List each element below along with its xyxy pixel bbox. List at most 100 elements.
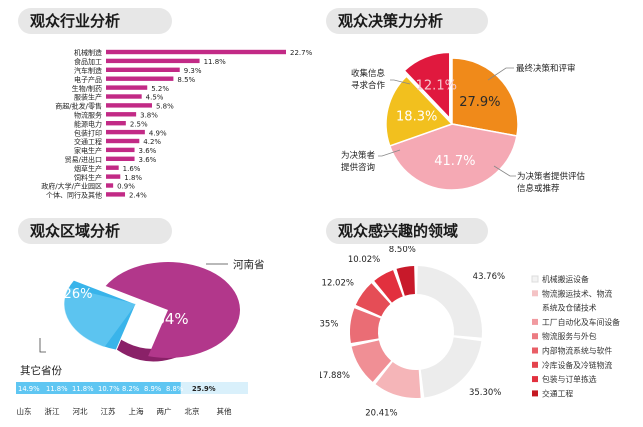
bar-category-label: 食品加工 [74,57,102,66]
bar-value-label: 22.7% [290,49,313,57]
callout-label: 提供咨询 [341,162,375,173]
interest-title: 观众感兴趣的领域 [326,218,488,244]
pie-slice [385,75,454,147]
bar-category-label: 商超/批发/零售 [55,102,102,111]
pie-slice-side [106,306,232,362]
donut-segment [351,340,392,382]
bar-value-label: 5.8% [156,103,174,111]
legend-swatch [532,376,538,383]
bar-category-label: 贸易/进出口 [65,155,102,164]
bar-category-label: 饲料生产 [74,173,102,182]
pie-value-label: 27.9% [459,95,500,110]
breakdown-category: 浙江 [45,406,60,416]
breakdown-value: 14.9% [18,385,40,393]
breakdown-value: 10.7% [98,385,120,393]
bar-value-label: 3.8% [140,112,158,120]
bar [106,67,180,72]
bar [106,49,286,55]
bar-value-label: 8.5% [177,76,195,84]
bar-category-label: 交通工程 [74,137,102,146]
donut-value-label: 10.02% [348,255,380,265]
donut-segment [374,270,403,303]
breakdown-value: 25.9% [192,385,216,393]
bar [106,94,142,99]
legend-label: 物流服务与外包 [542,331,597,341]
bar-category-label: 物流服务 [74,111,102,120]
bar-value-label: 9.3% [184,67,202,75]
bar [106,76,174,81]
bar-value-label: 3.6% [139,156,157,164]
legend-swatch [532,318,538,325]
bar [106,58,200,64]
callout-label: 河南省 [233,258,265,271]
bar-category-label: 政府/大学/产业园区 [41,182,102,191]
bar [106,192,126,197]
breakdown-value: 11.8% [72,385,94,393]
legend-swatch [532,290,538,297]
legend-label: 包装与订单拣选 [542,374,597,384]
bar-value-label: 2.4% [129,192,147,200]
bar-value-label: 1.6% [123,165,141,173]
pie-slice-highlight [63,287,136,348]
legend-label: 内部物流系统与软件 [542,346,612,356]
legend-swatch [532,390,538,397]
breakdown-category: 其他 [217,406,232,416]
breakdown-value: 8.9% [144,385,162,393]
callout-label: 最终决策和评审 [516,63,576,74]
breakdown-category: 两广 [157,406,172,416]
donut-value-label: 35.30% [469,388,501,398]
bar [106,165,119,170]
bar-category-label: 个体、同行及其他 [46,191,102,200]
bar-value-label: 4.2% [143,138,161,146]
bar-category-label: 家电生产 [74,146,102,155]
donut-value-label: 12.02% [322,279,354,289]
bar-category-label: 烟草生产 [74,164,102,173]
callout-label: 信息或推荐 [517,183,560,194]
bar-category-label: 能源电力 [74,119,102,128]
legend-label: 系统及仓储技术 [542,303,597,313]
callout-line [487,67,514,81]
legend-label: 物流搬运技术、物流 [542,288,612,298]
pie-slice [388,123,518,191]
industry-title: 观众行业分析 [18,8,172,34]
breakdown-value: 8.8% [166,385,184,393]
bar [106,103,152,108]
bar [106,147,135,153]
legend-label: 冷库设备及冷链物流 [542,360,612,370]
donut-segment [355,283,391,317]
bar-category-label: 包装打印 [74,128,102,137]
bar-value-label: 3.6% [139,147,157,155]
pie-value-label: 41.7% [434,154,475,169]
breakdown-category: 上海 [129,406,144,416]
pie-value-label: 18.3% [396,110,437,125]
callout-line [493,165,516,177]
pie-slice [403,51,451,121]
legend-swatch [532,361,538,368]
callout-line [378,149,401,157]
pie-slice [451,57,519,137]
bar-value-label: 4.5% [146,94,164,102]
region-title: 观众区域分析 [18,218,172,244]
bar-value-label: 5.2% [151,85,169,93]
callout-label: 为决策者提供评估 [517,171,586,182]
donut-segment [420,337,482,398]
donut-segment [375,362,421,398]
bar-category-label: 机械制造 [74,48,102,57]
donut-segment [396,266,415,296]
decision-pie-chart: 27.9% 41.7% 18.3% 12.1% 最终决策和评审为决策者提供评估信息或推荐… [341,51,586,194]
legend-swatch [532,333,538,340]
bar [106,156,135,161]
donut-value-label: 17.88% [320,371,350,381]
callout-label: 收集信息 [351,68,386,79]
breakdown-category: 山东 [17,406,32,416]
industry-bar-chart: 机械制造 22.7% 食品加工 11.8% 汽车制造 9.3% 电子产品 8.5% 生物/制药 5… [41,48,313,200]
callout-line [390,79,411,85]
legend-label: 工厂自动化及车间设备 [542,317,620,327]
pie-slice [105,262,240,358]
donut-segment [350,308,381,344]
breakdown-value: 8.2% [122,385,140,393]
bar-value-label: 0.9% [117,183,135,191]
decision-title: 观众决策力分析 [326,8,488,34]
bar-category-label: 生物/制药 [72,84,102,93]
